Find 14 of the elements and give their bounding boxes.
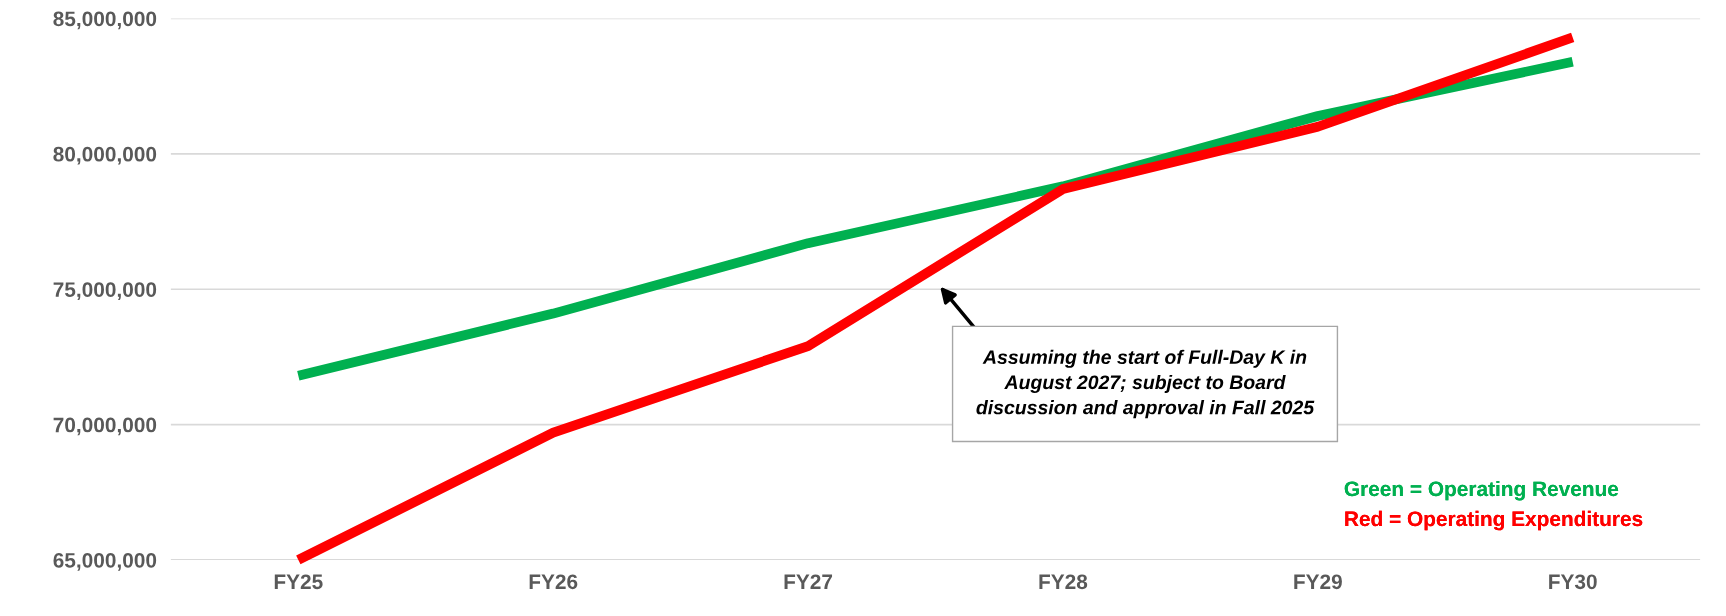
annotation: Assuming the start of Full-Day K in August 2027; subject to Board discussion and approval in Fall 2025 xyxy=(976,349,1315,419)
text: Green = Operating Revenue xyxy=(1344,480,1619,501)
x-tick-label: FY28 xyxy=(1039,574,1088,590)
y-tick-label: 65,000,000 xyxy=(53,552,157,571)
y-tick-label: 80,000,000 xyxy=(53,146,157,165)
x-tick-label: FY26 xyxy=(529,574,578,590)
x-tick-label: FY25 xyxy=(274,574,323,590)
x-tick-label: FY27 xyxy=(784,574,833,589)
y-tick-label: 75,000,000 xyxy=(53,282,157,300)
y-tick-label: 70,000,000 xyxy=(53,417,157,436)
text: Red = Operating Expenditures xyxy=(1345,510,1643,531)
x-tick-label: FY29 xyxy=(1294,574,1342,590)
x-tick-label: FY30 xyxy=(1549,574,1597,590)
y-tick-label: 85,000,000 xyxy=(53,11,157,30)
